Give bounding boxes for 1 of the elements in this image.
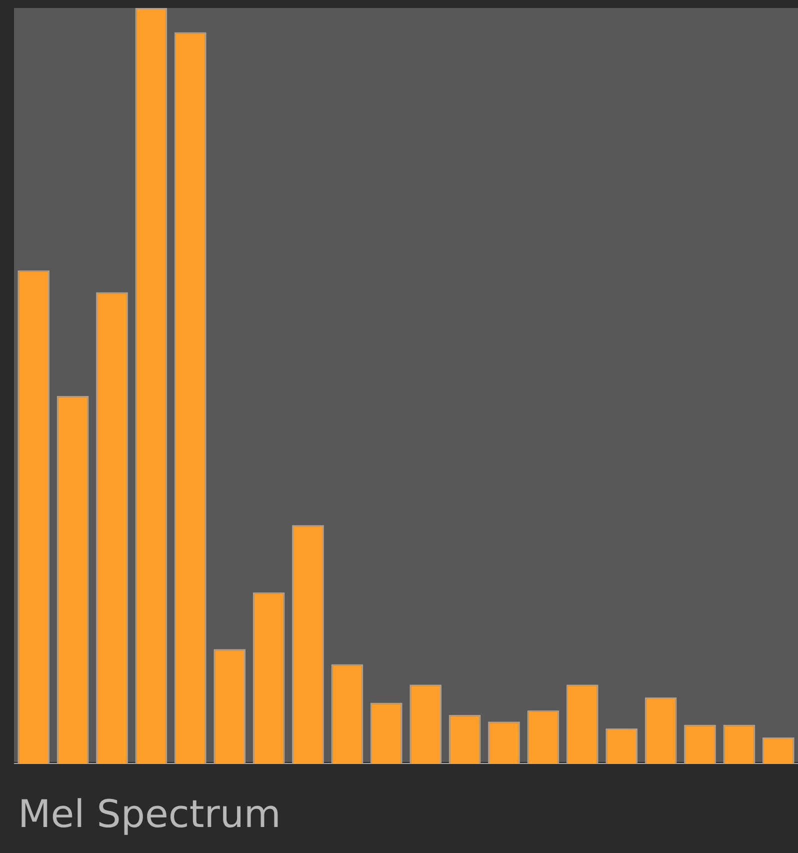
text: Mel Spectrum xyxy=(18,792,281,836)
